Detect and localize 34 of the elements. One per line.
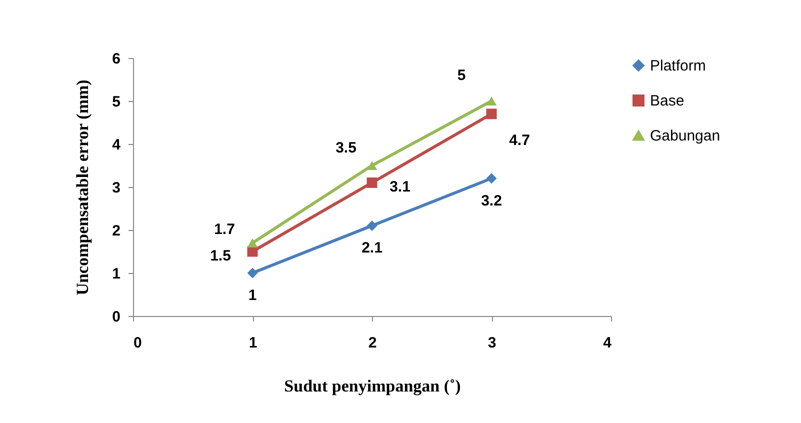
x-tick-label: 1 bbox=[248, 334, 258, 352]
point bbox=[486, 96, 497, 106]
point bbox=[366, 220, 378, 231]
point bbox=[247, 268, 258, 278]
point bbox=[366, 177, 378, 188]
data-label: 2.1 bbox=[362, 240, 382, 257]
y-tick-label: 5 bbox=[112, 94, 120, 110]
legend-label: Base bbox=[650, 92, 684, 110]
y-tick-label: 0 bbox=[112, 308, 120, 326]
point bbox=[486, 108, 497, 120]
point bbox=[366, 160, 378, 170]
data-label: 5 bbox=[457, 67, 466, 84]
data-label: 1 bbox=[248, 287, 257, 304]
x-tick-label: 2 bbox=[368, 334, 377, 352]
data-label: 1.5 bbox=[210, 248, 231, 264]
x-axis-title: Sudut penyimpangan (˚) bbox=[284, 376, 461, 396]
point bbox=[486, 173, 497, 184]
data-label: 3.1 bbox=[390, 178, 410, 196]
data-label: 4.7 bbox=[509, 132, 530, 149]
x-tick-label: 4 bbox=[603, 334, 612, 352]
data-label: 3.5 bbox=[336, 140, 356, 156]
data-label: 3.2 bbox=[481, 192, 502, 210]
legend-label: Gabungan bbox=[650, 128, 720, 144]
y-tick-label: 6 bbox=[112, 50, 120, 68]
y-tick-label: 1 bbox=[112, 266, 120, 282]
y-axis-title: Uncompensatable error (mm) bbox=[73, 80, 92, 296]
y-tick-label: 4 bbox=[112, 136, 122, 154]
point bbox=[247, 238, 258, 248]
x-tick-label: 3 bbox=[488, 334, 496, 352]
data-label: 1.7 bbox=[214, 220, 235, 238]
x-tick-label: 0 bbox=[134, 334, 142, 352]
y-tick-label: 3 bbox=[112, 180, 120, 196]
legend-label: Platform bbox=[650, 58, 706, 74]
y-tick-label: 2 bbox=[112, 222, 120, 240]
